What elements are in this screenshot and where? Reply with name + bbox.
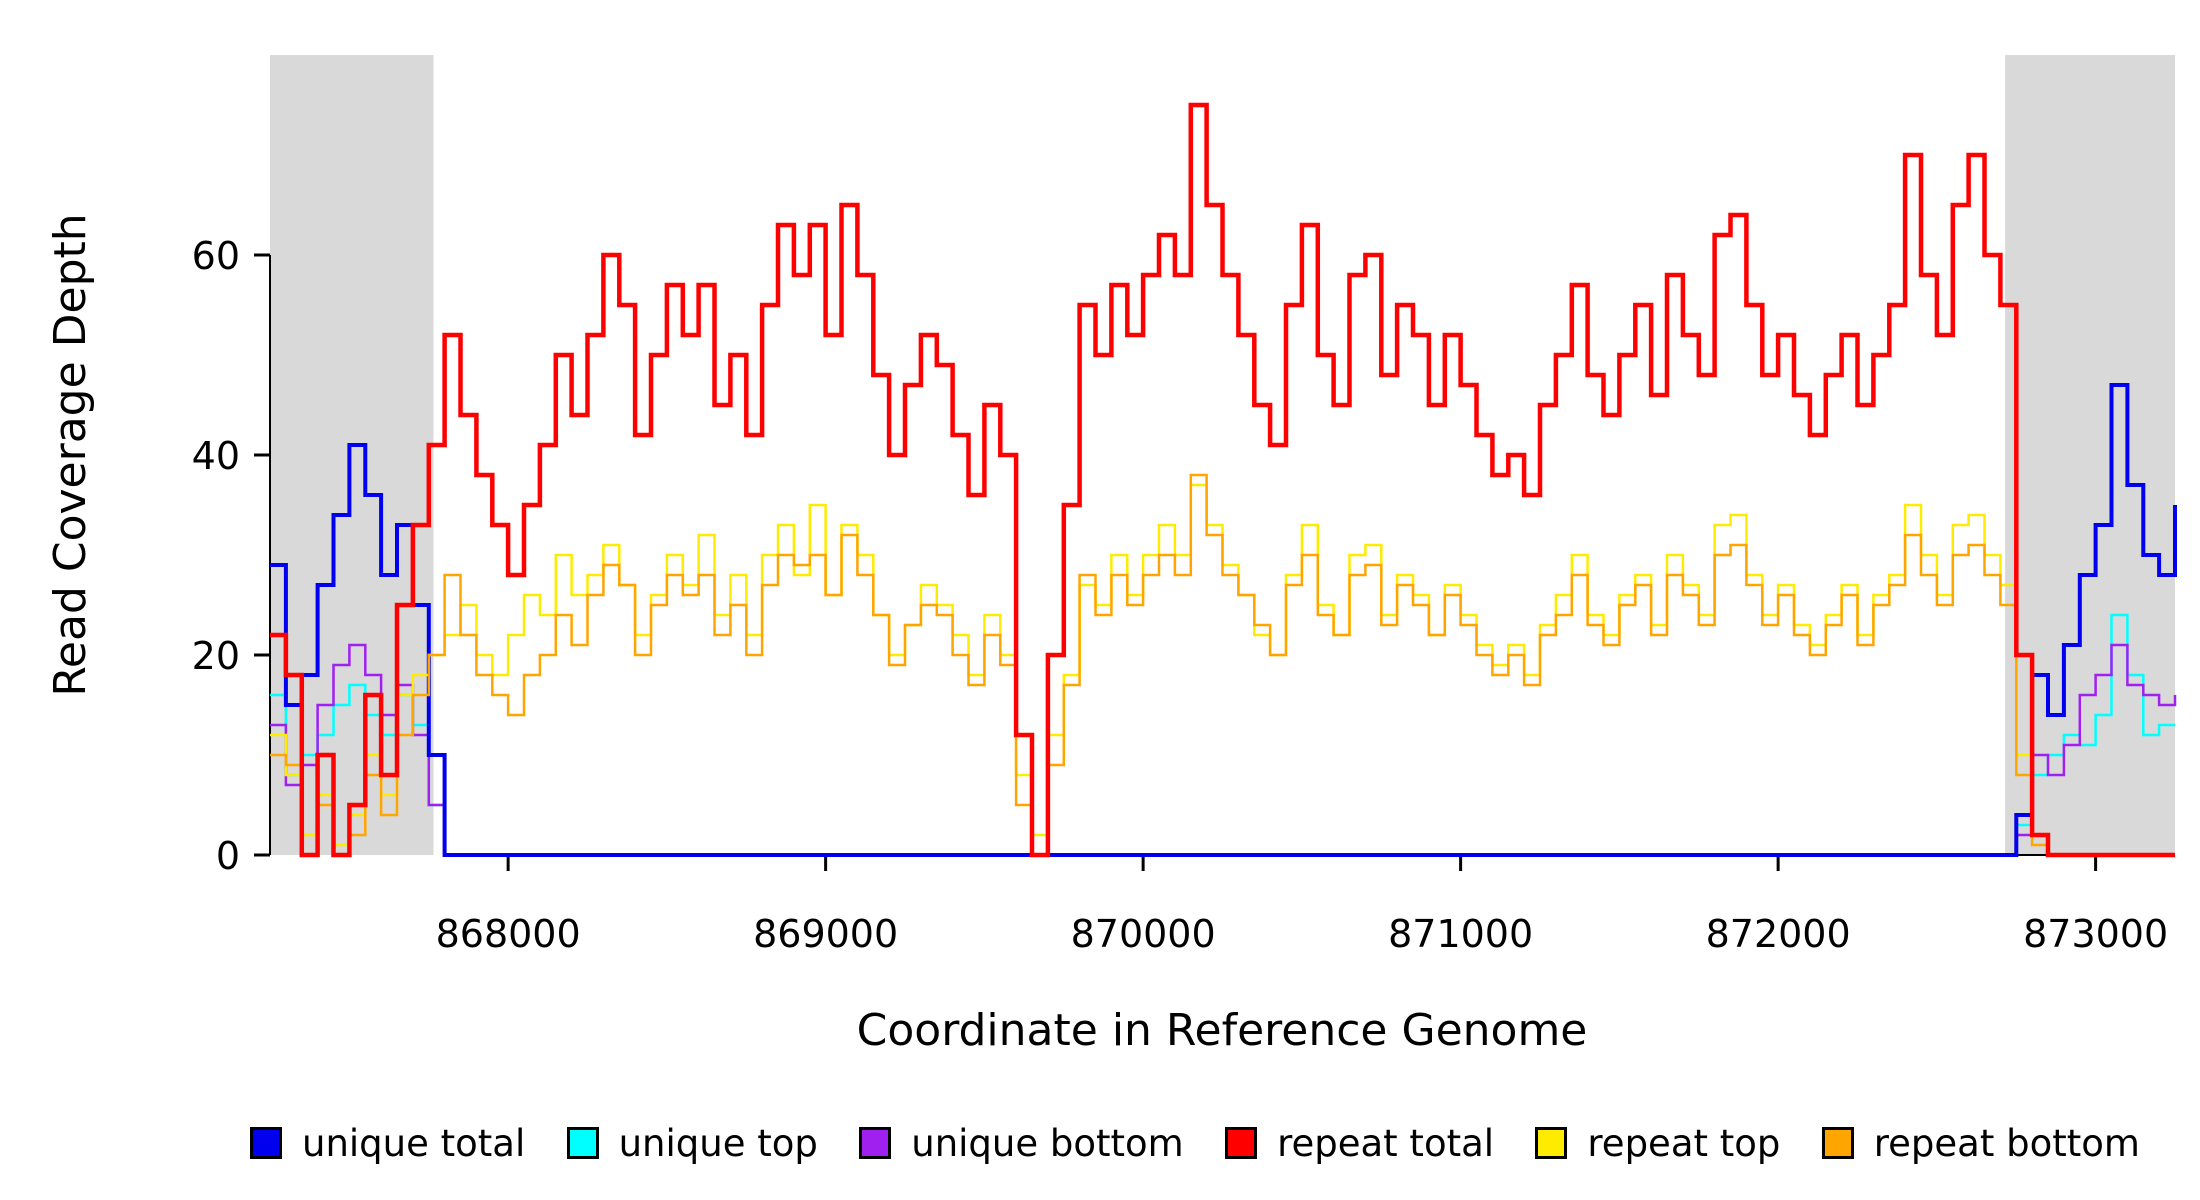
y-tick-label: 0: [216, 834, 240, 878]
x-tick-label: 871000: [1388, 912, 1533, 956]
legend-swatch-repeat-total: [1225, 1127, 1258, 1159]
legend-item-unique-total: unique total: [250, 1122, 525, 1165]
legend-label: unique bottom: [911, 1121, 1184, 1165]
x-tick-label: 869000: [753, 912, 898, 956]
legend-label: unique total: [302, 1121, 526, 1165]
x-tick-label: 873000: [2023, 912, 2168, 956]
shaded-region-left: [270, 55, 434, 855]
legend-swatch-unique-total: [250, 1127, 282, 1159]
series-lines: [270, 102, 2177, 858]
series-unique-bottom: [270, 643, 2177, 857]
series-repeat-bottom: [270, 473, 2175, 857]
legend-item-repeat-bottom: repeat bottom: [1821, 1121, 2140, 1165]
y-tick-label: 60: [192, 234, 240, 278]
x-tick-label: 870000: [1071, 912, 1216, 956]
legend-swatch-unique-bottom: [859, 1127, 892, 1159]
series-unique-total: [270, 383, 2177, 857]
legend-label: unique top: [618, 1121, 818, 1165]
y-tick-label: 40: [192, 434, 240, 478]
chart-legend: unique total unique top unique bottom repea…: [250, 1108, 2140, 1178]
legend-swatch-unique-top: [566, 1127, 599, 1159]
x-tick-label: 872000: [1706, 912, 1851, 956]
axes: 868000 869000 870000 871000 872000 873000 0 20 4…: [192, 234, 2169, 956]
legend-label: repeat total: [1277, 1121, 1495, 1165]
legend-item-unique-top: unique top: [566, 1121, 818, 1165]
y-axis-title: Read Coverage Depth: [45, 213, 96, 696]
y-tick-label: 20: [192, 634, 240, 678]
legend-item-repeat-total: repeat total: [1225, 1122, 1494, 1165]
legend-item-repeat-top: repeat top: [1535, 1122, 1780, 1165]
legend-label: repeat top: [1587, 1121, 1781, 1165]
x-tick-label: 868000: [436, 912, 581, 956]
series-repeat-total: [270, 102, 2175, 858]
shaded-regions: [270, 55, 2175, 855]
legend-label: repeat bottom: [1873, 1121, 2140, 1165]
legend-item-unique-bottom: unique bottom: [859, 1121, 1184, 1165]
x-axis-title: Coordinate in Reference Genome: [857, 1005, 1588, 1056]
legend-swatch-repeat-bottom: [1821, 1127, 1854, 1159]
legend-swatch-repeat-top: [1535, 1127, 1568, 1159]
coverage-plot: 868000 869000 870000 871000 872000 873000 0 20 4…: [45, 55, 2177, 1056]
